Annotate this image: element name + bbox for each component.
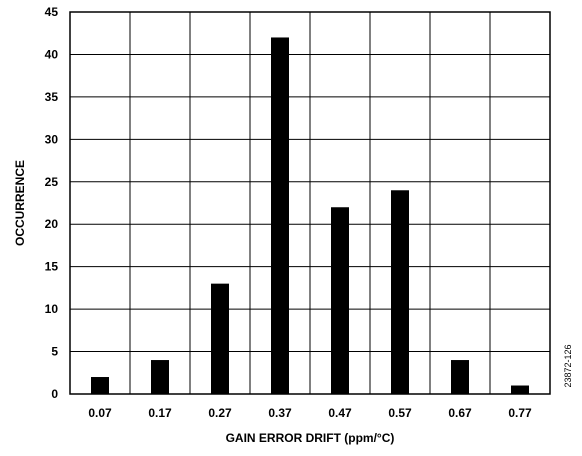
bar-series: [91, 37, 529, 394]
y-tick-label: 20: [45, 217, 59, 231]
x-tick-label: 0.07: [88, 406, 112, 420]
y-tick-label: 0: [51, 387, 58, 401]
y-axis-title: OCCURRENCE: [13, 160, 27, 246]
bar-0.47: [331, 207, 349, 394]
bar-0.37: [271, 37, 289, 394]
y-tick-label: 35: [45, 90, 59, 104]
y-tick-label: 40: [45, 47, 59, 61]
x-tick-label: 0.57: [388, 406, 412, 420]
x-tick-label: 0.27: [208, 406, 232, 420]
y-tick-label: 25: [45, 175, 59, 189]
bar-0.07: [91, 377, 109, 394]
x-tick-labels: 0.07 0.17 0.27 0.37 0.47 0.57 0.67 0.77: [88, 406, 532, 420]
x-tick-label: 0.47: [328, 406, 352, 420]
bar-0.17: [151, 360, 169, 394]
bar-0.67: [451, 360, 469, 394]
grid-lines: [70, 12, 550, 394]
bar-0.27: [211, 283, 229, 394]
y-tick-label: 30: [45, 132, 59, 146]
y-tick-label: 15: [45, 260, 59, 274]
y-tick-labels: 0 5 10 15 20 25 30 35 40 45: [45, 5, 59, 401]
bar-0.57: [391, 190, 409, 394]
bar-0.77: [511, 385, 529, 394]
figure-id: 23872-126: [563, 344, 573, 387]
x-tick-label: 0.17: [148, 406, 172, 420]
y-tick-label: 10: [45, 302, 59, 316]
y-tick-label: 5: [51, 345, 58, 359]
x-axis-title: GAIN ERROR DRIFT (ppm/°C): [226, 431, 395, 445]
plot-frame: [69, 11, 551, 395]
x-tick-label: 0.77: [508, 406, 532, 420]
x-tick-label: 0.67: [448, 406, 472, 420]
x-tick-label: 0.37: [268, 406, 292, 420]
y-tick-label: 45: [45, 5, 59, 19]
